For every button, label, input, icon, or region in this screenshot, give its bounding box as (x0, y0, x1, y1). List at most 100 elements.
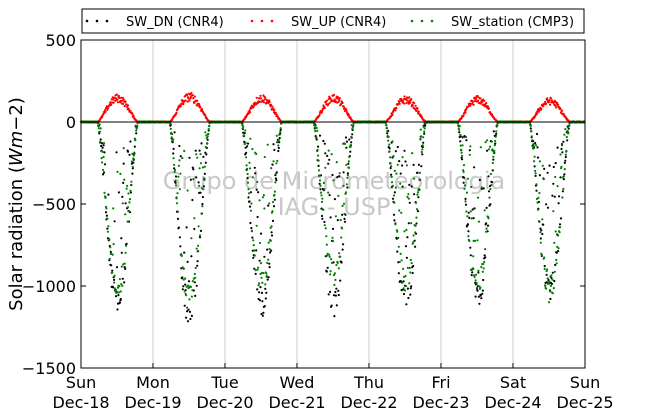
data-point (328, 102, 331, 105)
data-point (485, 230, 488, 233)
data-point (543, 256, 546, 259)
data-point (269, 226, 272, 229)
data-point (405, 303, 408, 306)
y-tick-label: −1000 (22, 277, 76, 296)
data-point (491, 169, 494, 172)
data-point (494, 142, 497, 145)
data-point (187, 308, 190, 311)
data-point (246, 167, 249, 170)
data-point (135, 132, 138, 135)
data-point (103, 163, 107, 166)
data-point (402, 267, 405, 270)
data-point (459, 140, 462, 143)
data-point (265, 272, 268, 275)
x-tick-label-date: Dec-18 (52, 393, 109, 409)
data-point (347, 160, 350, 163)
data-point (404, 245, 408, 248)
data-point (493, 149, 496, 153)
data-point (537, 220, 541, 223)
data-point (175, 202, 179, 205)
data-point (547, 278, 550, 282)
data-point (245, 151, 248, 154)
data-point (413, 102, 416, 105)
data-point (318, 113, 321, 116)
data-point (328, 158, 331, 161)
data-point (317, 164, 320, 167)
data-point (181, 276, 184, 279)
data-point (206, 142, 209, 145)
data-point (119, 297, 122, 301)
data-point (259, 286, 262, 289)
data-point (536, 156, 540, 159)
data-point (258, 282, 261, 285)
data-point (325, 235, 328, 238)
data-point (392, 213, 396, 216)
data-point (337, 267, 340, 270)
data-point (256, 268, 259, 271)
data-point (399, 252, 402, 255)
data-point (491, 161, 494, 165)
data-point (495, 132, 498, 135)
data-point (403, 95, 406, 98)
data-point (112, 98, 115, 101)
data-point (119, 290, 122, 293)
data-point (335, 304, 338, 307)
data-point (133, 145, 136, 148)
data-point (195, 284, 198, 287)
data-point (540, 229, 543, 232)
data-point (465, 139, 468, 142)
data-point (115, 290, 119, 293)
data-point (480, 186, 483, 189)
data-point (201, 205, 204, 208)
data-point (260, 291, 264, 294)
data-point (481, 100, 484, 103)
data-point (485, 222, 488, 225)
data-point (330, 258, 333, 261)
x-tick-label-day: Sun (570, 373, 600, 392)
data-point (253, 166, 256, 169)
data-point (275, 162, 278, 165)
data-point (271, 163, 274, 166)
data-point (460, 117, 463, 120)
data-point (331, 100, 335, 103)
data-point (531, 145, 534, 148)
data-point (333, 198, 336, 201)
data-point (334, 278, 337, 281)
data-point (484, 256, 487, 259)
data-point (246, 181, 250, 184)
data-point (393, 219, 396, 222)
data-point (271, 200, 275, 204)
data-point (277, 138, 280, 141)
y-tick-label: 0 (66, 113, 76, 132)
data-point (486, 149, 489, 152)
data-point (181, 99, 184, 102)
data-point (469, 104, 472, 107)
data-point (409, 271, 412, 274)
data-point (315, 126, 318, 130)
data-point (554, 104, 557, 107)
data-point (484, 141, 487, 144)
data-point (243, 135, 246, 138)
data-point (483, 99, 486, 102)
data-point (385, 124, 388, 127)
data-point (485, 227, 488, 230)
data-point (250, 227, 253, 230)
data-point (410, 185, 413, 188)
data-point (490, 181, 493, 184)
data-point (249, 209, 252, 212)
data-point (122, 181, 125, 184)
data-point (461, 136, 464, 139)
data-point (246, 142, 250, 145)
data-point (270, 167, 273, 170)
data-point (205, 153, 208, 156)
data-point (409, 287, 412, 290)
data-point (492, 158, 495, 161)
data-point (485, 102, 488, 105)
data-point (487, 107, 491, 110)
data-point (546, 171, 549, 174)
data-point (334, 294, 337, 297)
data-point (244, 141, 247, 144)
data-point (194, 276, 197, 279)
data-point (407, 197, 410, 200)
data-point (128, 198, 132, 201)
